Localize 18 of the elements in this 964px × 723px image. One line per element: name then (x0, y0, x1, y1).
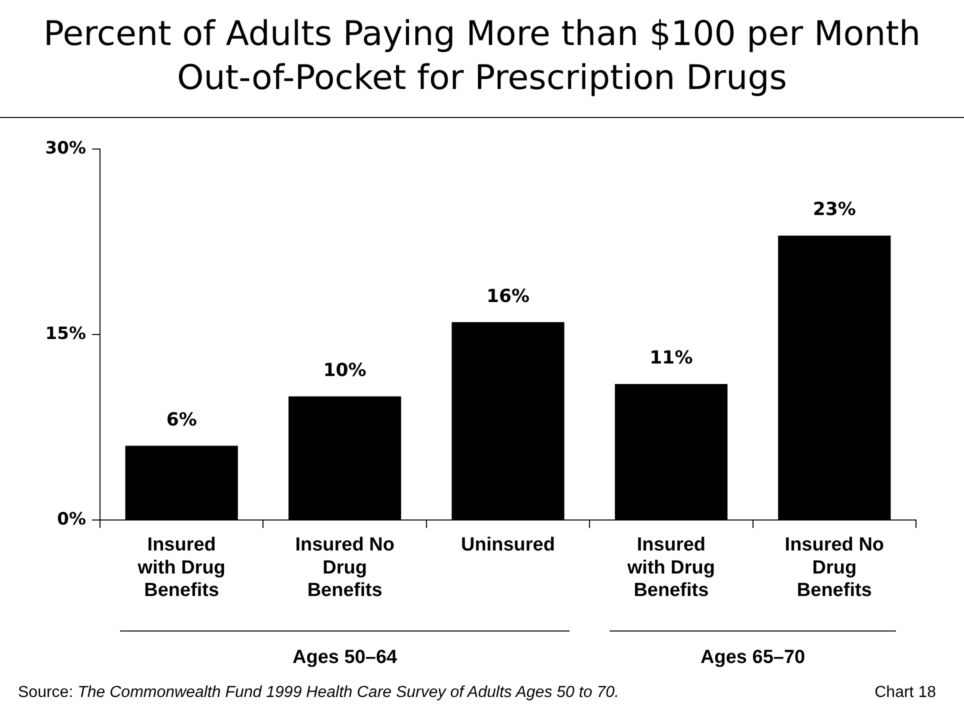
data-label: 16% (486, 286, 530, 307)
data-label: 10% (323, 360, 366, 382)
x-tick-label: Insured with Drug Benefits (626, 534, 716, 602)
y-tick-label: 15% (45, 324, 86, 344)
caption: Chart 18 (874, 684, 936, 702)
data-label: 11% (650, 348, 693, 369)
y-tick-label: 0% (57, 509, 86, 530)
y-tick-label: 30% (45, 138, 86, 158)
text: Ages 65–70 (700, 647, 806, 668)
chart-title: Percent of Adults Paying More than $100 per Month Out-of-Pocket for Prescription Drugs (42, 13, 922, 100)
x-tick-label: Insured No Drug Benefits (295, 534, 394, 602)
x-tick-label: Insured No Drug Benefits (784, 534, 884, 602)
text: Ages 50–64 (292, 647, 398, 668)
data-label: 6% (166, 409, 197, 430)
x-tick-label: Insured with Drug Benefits (136, 534, 226, 602)
data-label: 23% (812, 199, 856, 220)
x-tick-label: Uninsured (461, 534, 555, 556)
source-note: Source: The Commonwealth Fund 1999 Health Care Survey of Adults Ages 50 to 70. (18, 684, 619, 702)
